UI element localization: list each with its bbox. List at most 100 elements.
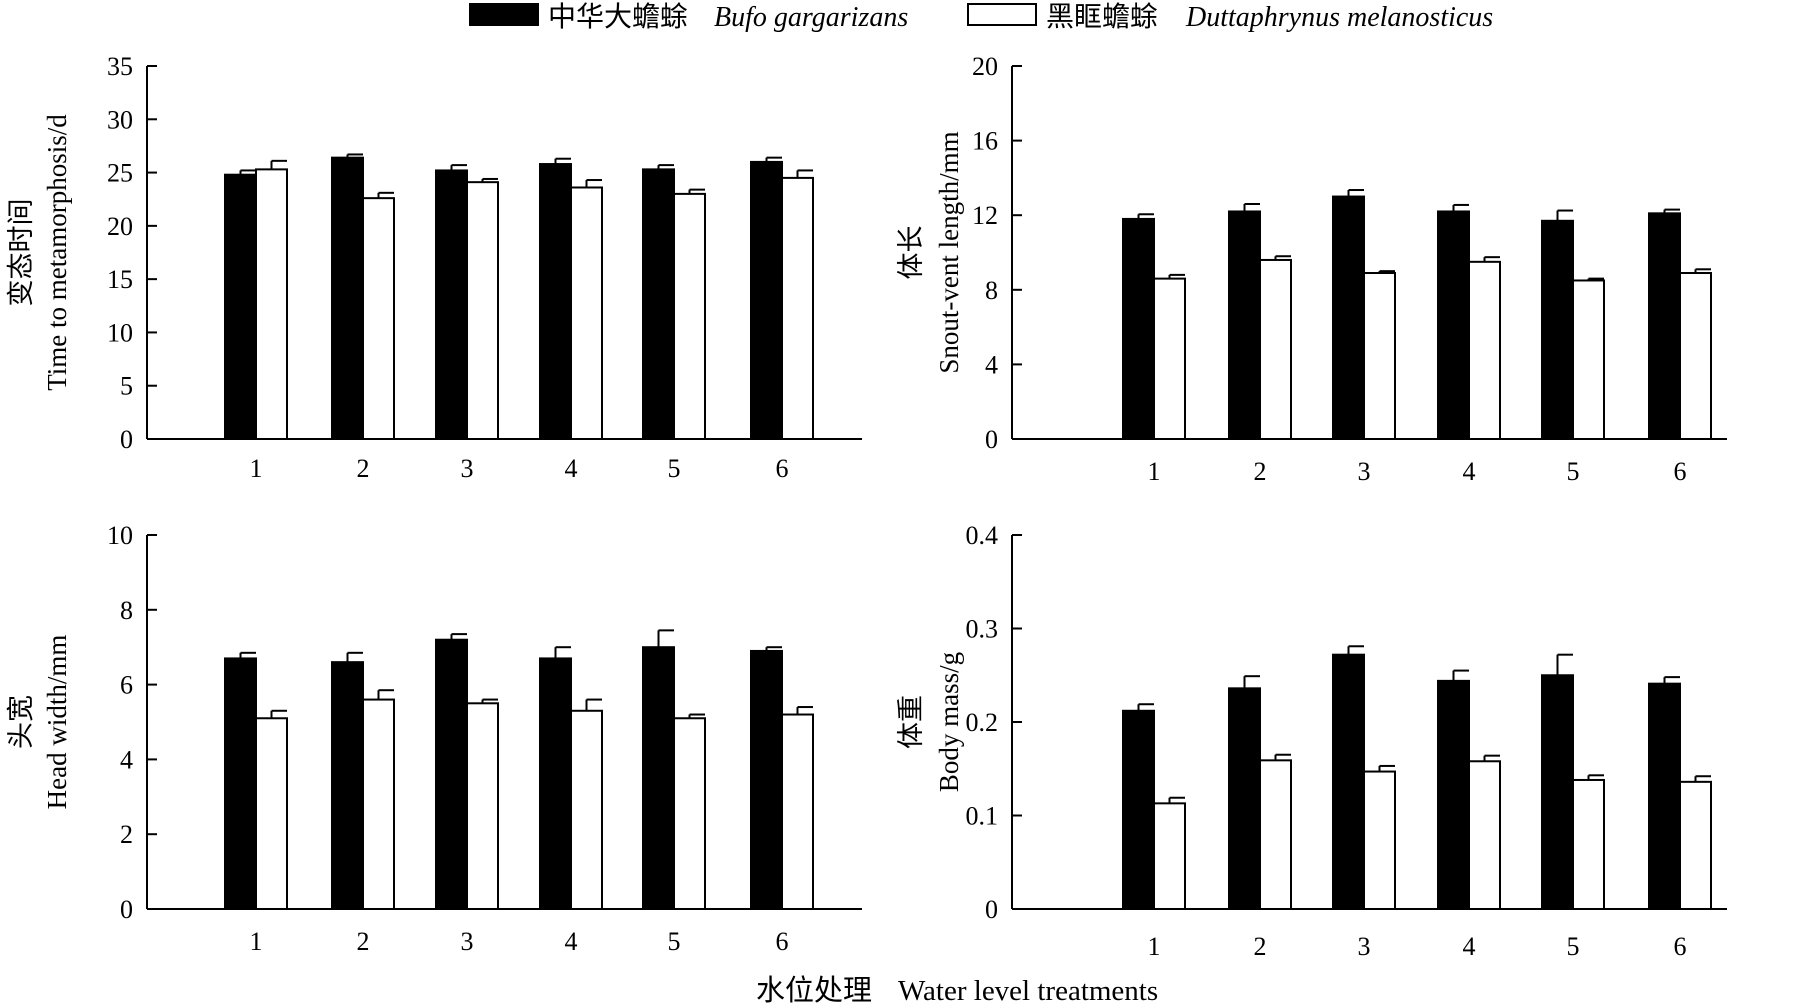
panel-metamorphosis-time: 0 5 10 15 20 25 30 35 1 2 3 4 5 6 变态时间 Time to metamorp… [6,52,862,483]
legend-swatch-duttaphrynus [967,3,1037,26]
y-tick-label: 0 [985,425,998,454]
y-tick-label: 0 [985,895,998,924]
bar-duttaphrynus-6 [1679,272,1712,441]
bar-duttaphrynus-1 [1153,802,1186,910]
bar-duttaphrynus-3 [1363,272,1396,441]
x-tick-label: 4 [565,927,578,956]
y-tick-label: 10 [107,521,133,550]
x-tick-label: 4 [1463,457,1476,486]
bar-bufo-4 [1437,210,1470,440]
bar-bufo-5 [1541,674,1574,910]
bar-duttaphrynus-1 [255,168,288,440]
bar-bufo-5 [642,646,675,910]
bar-duttaphrynus-4 [1468,260,1501,441]
bar-duttaphrynus-1 [1153,277,1186,440]
bar-duttaphrynus-6 [781,713,814,911]
y-axis-title-cn: 头宽 [6,695,36,749]
y-tick-label: 4 [985,350,998,379]
legend-label-duttaphrynus-latin: Duttaphrynus melanosticus [1185,2,1493,33]
legend-label-duttaphrynus-cn: 黑眶蟾蜍 [1046,1,1158,33]
bar-bufo-4 [539,657,572,910]
bar-duttaphrynus-1 [255,717,288,911]
x-tick-label: 2 [1254,457,1267,486]
legend-label-bufo-latin: Bufo gargarizans [714,2,908,33]
x-tick-label: 4 [565,454,578,483]
legend-swatch-bufo [469,3,539,26]
x-tick-label: 5 [668,927,681,956]
y-tick-label: 0.3 [966,615,999,644]
y-tick-label: 20 [107,212,133,241]
y-tick-label: 8 [120,596,133,625]
bar-bufo-2 [1228,210,1261,440]
bar-bufo-6 [1648,212,1681,440]
bar-duttaphrynus-3 [1363,770,1396,910]
y-tick-label: 0.1 [966,802,999,831]
x-tick-label: 3 [1358,932,1371,961]
y-axis-title-cn: 体长 [896,226,926,280]
bar-bufo-3 [435,638,468,910]
x-axis-title-en: Water level treatments [898,975,1158,1004]
bar-bufo-4 [539,163,572,440]
x-tick-label: 5 [1567,932,1580,961]
bar-duttaphrynus-3 [466,702,499,910]
bar-bufo-1 [1122,709,1155,911]
x-tick-label: 1 [1148,932,1161,961]
bar-bufo-6 [750,160,783,441]
bar-duttaphrynus-2 [362,698,395,910]
y-tick-label: 20 [972,52,998,81]
bar-duttaphrynus-3 [466,181,499,440]
bar-duttaphrynus-5 [1572,778,1605,910]
x-axis-title-cn: 水位处理 [756,974,872,1004]
x-tick-label: 1 [250,927,263,956]
bar-duttaphrynus-4 [570,186,603,440]
y-axis-title-en: Head width/mm [42,635,72,810]
bar-bufo-1 [224,173,257,440]
y-tick-label: 16 [972,127,998,156]
y-tick-label: 15 [107,265,133,294]
bar-duttaphrynus-5 [673,717,706,911]
x-tick-label: 5 [668,454,681,483]
y-tick-label: 12 [972,201,998,230]
bar-bufo-2 [331,156,364,440]
x-tick-label: 3 [461,454,474,483]
y-tick-label: 6 [120,671,133,700]
y-tick-label: 0.4 [966,521,999,550]
bar-duttaphrynus-4 [570,709,603,911]
y-tick-label: 0 [120,425,133,454]
y-tick-label: 25 [107,159,133,188]
x-tick-label: 5 [1567,457,1580,486]
x-tick-label: 2 [1254,932,1267,961]
bar-bufo-1 [1122,217,1155,440]
bar-bufo-4 [1437,679,1470,910]
y-tick-label: 2 [120,820,133,849]
bar-bufo-2 [331,661,364,910]
bar-duttaphrynus-2 [362,197,395,440]
x-tick-label: 6 [776,454,789,483]
y-tick-label: 5 [120,372,133,401]
bar-bufo-3 [1332,195,1365,440]
x-tick-label: 2 [357,927,370,956]
x-tick-label: 6 [1674,457,1687,486]
bar-duttaphrynus-5 [673,192,706,440]
bar-duttaphrynus-4 [1468,760,1501,911]
x-tick-label: 6 [1674,932,1687,961]
bar-duttaphrynus-2 [1259,759,1292,911]
y-tick-label: 30 [107,105,133,134]
bar-duttaphrynus-2 [1259,258,1292,440]
y-axis-title-cn: 体重 [896,695,926,749]
bar-bufo-5 [642,168,675,440]
bar-bufo-6 [1648,682,1681,910]
y-axis-title-en: Snout-vent length/mm [934,131,964,373]
bar-bufo-6 [750,649,783,910]
x-tick-label: 6 [776,927,789,956]
y-tick-label: 8 [985,276,998,305]
bar-duttaphrynus-5 [1572,279,1605,440]
bar-bufo-2 [1228,687,1261,911]
y-tick-label: 0 [120,895,133,924]
bar-duttaphrynus-6 [1679,780,1712,911]
bar-bufo-3 [435,169,468,440]
y-tick-label: 4 [120,745,133,774]
bar-bufo-1 [224,657,257,910]
